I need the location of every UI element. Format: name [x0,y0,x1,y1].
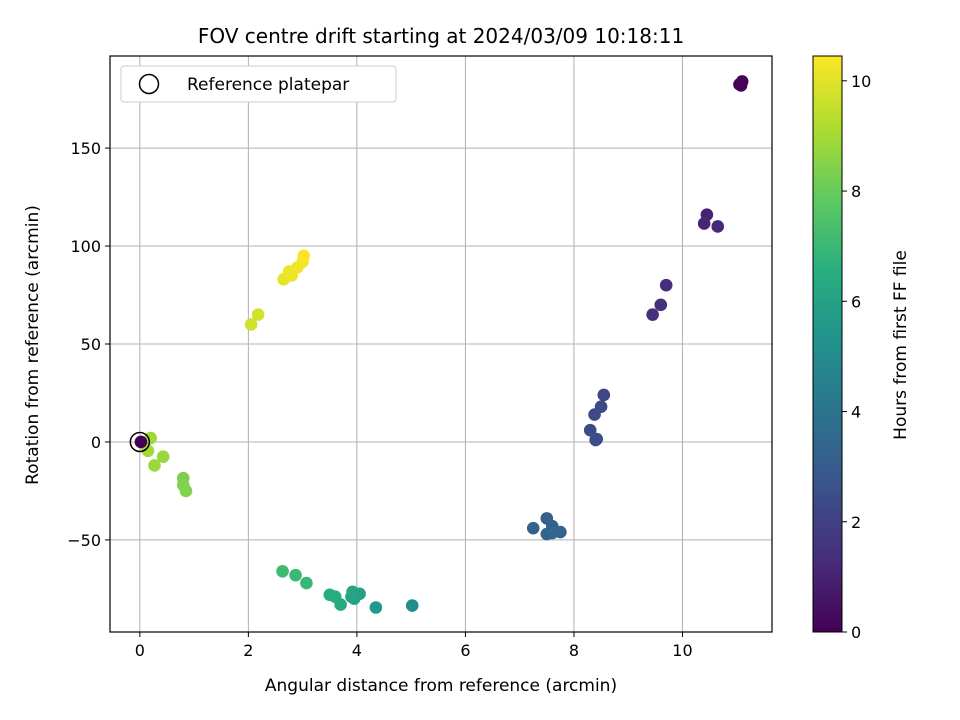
colorbar-tick-label: 6 [851,292,861,311]
data-point [654,298,668,312]
x-tick-label: 8 [569,641,579,660]
data-point [526,521,540,535]
legend-box [120,65,397,103]
data-point [734,79,748,92]
data-point [297,249,311,263]
x-tick-label: 10 [672,641,692,660]
colorbar-label: Hours from first FF file [891,250,911,440]
x-tick-label: 6 [460,641,470,660]
data-point [588,408,601,421]
chart-title: FOV centre drift starting at 2024/03/09 … [198,24,684,48]
colorbar-tick-label: 10 [851,72,871,91]
data-point [134,435,148,449]
x-tick-label: 0 [135,641,145,660]
data-point [289,568,302,582]
data-point [711,220,725,233]
data-point [148,459,161,472]
data-point [251,308,265,321]
y-tick-label: 150 [70,139,101,158]
colorbar-tick-label: 0 [851,623,861,642]
data-point [300,576,313,590]
data-point [590,432,604,446]
data-point [545,526,559,540]
x-tick-label: 2 [243,641,253,660]
grid [110,56,772,632]
y-tick-label: 0 [91,433,101,452]
data-point [323,588,337,602]
data-point [276,564,289,578]
data-point [646,308,659,321]
data-point [346,585,359,599]
data-point [369,601,383,614]
data-point [405,599,419,612]
colorbar-tick-label: 8 [851,182,861,201]
data-point [697,217,711,230]
legend: Reference platepar [120,65,397,103]
colorbar: 0 2 4 6 8 10 Hours from first FF file [812,55,911,642]
x-tick-label: 4 [352,641,362,660]
legend-marker [138,73,160,95]
y-tick-label: −50 [67,531,101,550]
data-point [179,484,193,498]
y-axis-label: Rotation from reference (arcmin) [23,205,43,485]
data-point [156,450,170,463]
data-point [583,423,597,437]
y-axis-ticks: −50 0 50 100 150 [67,139,110,550]
legend-entry: Reference platepar [187,75,349,95]
reference-marker [129,431,151,453]
data-point [659,278,673,292]
data-points [129,75,749,614]
x-axis-label: Angular distance from reference (arcmin) [265,676,617,696]
data-point [597,388,611,402]
data-point [244,318,258,331]
colorbar-gradient [812,55,843,633]
y-tick-label: 100 [70,237,101,256]
colorbar-tick-label: 4 [851,403,861,422]
colorbar-tick-label: 2 [851,513,861,532]
y-tick-label: 50 [81,335,101,354]
colorbar-ticks: 0 2 4 6 8 10 [842,72,871,642]
x-axis-ticks: 0 2 4 6 8 10 [135,632,693,660]
